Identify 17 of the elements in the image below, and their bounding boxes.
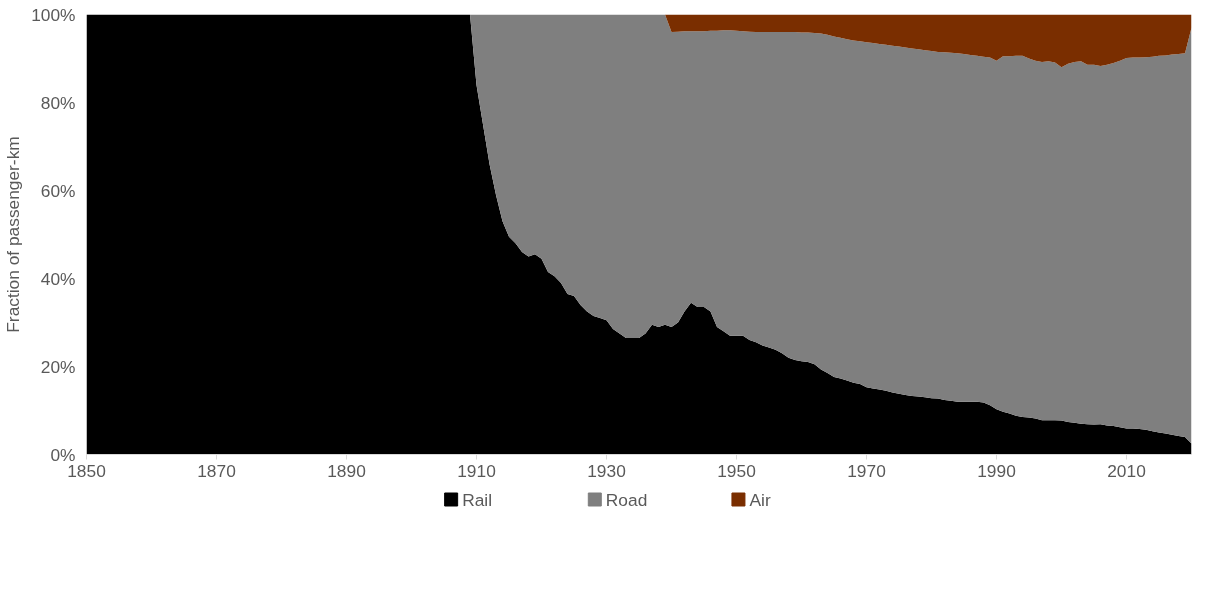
x-tick-label: 1930: [587, 460, 626, 481]
legend-label: Air: [749, 489, 771, 510]
y-axis-title: Fraction of passenger-km: [3, 136, 24, 333]
x-tick-label: 1990: [977, 460, 1016, 481]
y-tick-label: 40%: [40, 268, 76, 289]
y-tick-label: 80%: [40, 92, 76, 113]
x-tick-label: 1890: [327, 460, 366, 481]
legend-label: Rail: [462, 489, 493, 510]
x-tick-label: 1950: [717, 460, 756, 481]
y-tick-label: 100%: [31, 4, 76, 25]
x-tick-label: 1910: [457, 460, 496, 481]
x-tick-label: 2010: [1107, 460, 1146, 481]
legend-label: Road: [605, 489, 648, 510]
y-tick-label: 60%: [40, 180, 76, 201]
x-tick-label: 1870: [197, 460, 236, 481]
x-tick-label: 1970: [847, 460, 886, 481]
y-tick-label: 20%: [40, 356, 76, 377]
